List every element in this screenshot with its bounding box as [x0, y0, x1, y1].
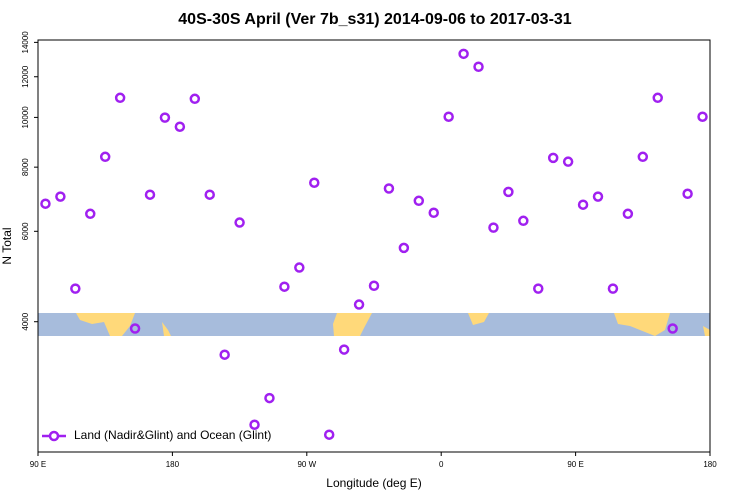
point	[55, 191, 66, 202]
land	[614, 313, 670, 336]
point	[503, 186, 514, 198]
legend-label: Land (Nadir&Glint) and Ocean (Glint)	[74, 428, 271, 442]
point	[99, 151, 111, 163]
legend-marker	[48, 430, 60, 442]
point	[114, 92, 126, 104]
point	[533, 283, 544, 294]
point	[398, 242, 410, 254]
point	[577, 199, 589, 210]
x-tick-label: 90 E	[567, 460, 583, 469]
point	[652, 92, 663, 104]
point	[547, 152, 559, 164]
chart-title: 40S-30S April (Ver 7b_s31) 2014-09-06 to…	[178, 11, 572, 28]
y-tick-label: 10000	[21, 106, 30, 129]
point	[174, 121, 186, 132]
point	[607, 283, 619, 294]
y-tick-label: 8000	[21, 158, 30, 176]
point	[264, 392, 275, 404]
land	[162, 322, 171, 336]
point	[413, 195, 425, 207]
x-tick-label: 90 W	[297, 460, 316, 469]
plot-frame	[37, 39, 711, 453]
point	[159, 112, 171, 123]
point	[518, 215, 529, 227]
point	[637, 151, 649, 163]
point	[697, 111, 708, 122]
land	[76, 313, 135, 336]
point	[219, 349, 230, 360]
map-strip	[38, 313, 710, 336]
point	[85, 208, 96, 220]
point	[383, 183, 395, 194]
point	[129, 323, 141, 334]
land	[468, 313, 489, 325]
y-tick-label: 12000	[21, 65, 30, 88]
point	[488, 222, 499, 233]
point	[592, 191, 604, 202]
land	[703, 326, 710, 336]
point	[294, 262, 305, 273]
y-tick-label: 4000	[21, 312, 30, 330]
point	[309, 177, 320, 188]
y-tick-label: 14000	[21, 31, 30, 54]
point	[249, 419, 260, 430]
point	[338, 344, 350, 355]
point	[667, 323, 678, 334]
point	[622, 208, 634, 220]
point	[144, 189, 156, 200]
point	[40, 198, 51, 209]
point	[204, 189, 215, 200]
point	[279, 281, 290, 292]
ocean-band	[38, 313, 710, 336]
point	[428, 207, 439, 219]
point	[368, 280, 380, 292]
point	[189, 93, 201, 105]
point	[458, 48, 469, 60]
point	[682, 188, 693, 200]
y-tick-label: 6000	[21, 222, 30, 240]
point	[353, 299, 365, 310]
point	[234, 217, 245, 228]
land	[333, 313, 372, 336]
point	[70, 283, 81, 294]
y-axis-title: N Total	[0, 227, 14, 264]
x-tick-label: 180	[703, 460, 717, 469]
x-axis-title: Longitude (deg E)	[326, 476, 421, 490]
x-tick-label: 0	[439, 460, 444, 469]
point	[443, 111, 454, 122]
x-tick-label: 90 E	[30, 460, 46, 469]
point	[323, 429, 335, 440]
x-tick-label: 180	[166, 460, 180, 469]
point	[562, 156, 574, 167]
point	[473, 61, 484, 73]
